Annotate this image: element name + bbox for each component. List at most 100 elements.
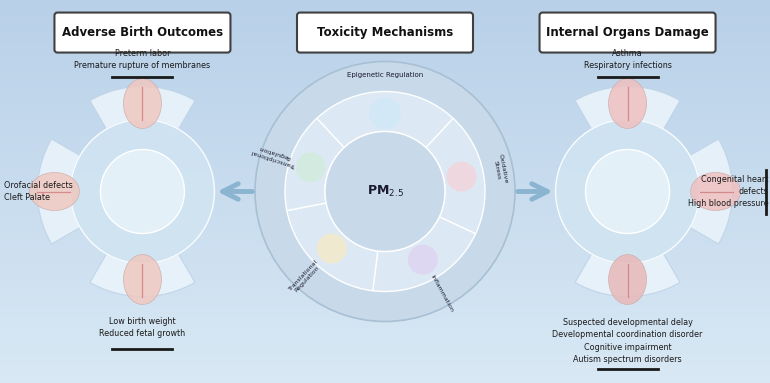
Text: Oxidative
Stress: Oxidative Stress [492,153,508,185]
Bar [0,245,770,247]
Bar [0,278,770,280]
Bar [0,161,770,163]
Bar [0,349,770,350]
Bar [0,350,770,352]
Bar [0,54,770,56]
Bar [0,180,770,182]
Ellipse shape [369,98,401,129]
Bar [0,327,770,329]
Ellipse shape [123,254,162,304]
Text: Congenital heart
defects
High blood pressure: Congenital heart defects High blood pres… [688,175,768,208]
Bar [0,345,770,347]
Bar [0,155,770,157]
Bar [0,209,770,211]
Bar [0,94,770,96]
Bar [0,136,770,138]
Bar [0,109,770,111]
Bar [0,274,770,276]
Bar [0,157,770,159]
Bar [0,236,770,237]
Bar [0,322,770,324]
Bar [0,82,770,84]
Bar [0,33,770,34]
Bar [0,193,770,195]
Bar [0,255,770,257]
Bar [0,27,770,29]
Bar [0,347,770,349]
Bar [0,90,770,92]
Bar [0,73,770,75]
Bar [0,257,770,259]
Bar [0,186,770,188]
Bar [0,264,770,266]
Bar [0,167,770,169]
Bar [0,280,770,282]
Text: Toxicity Mechanisms: Toxicity Mechanisms [317,26,453,39]
Bar [0,220,770,222]
Bar [0,314,770,316]
Circle shape [555,119,700,264]
Text: Preterm labor
Premature rupture of membranes: Preterm labor Premature rupture of membr… [75,49,210,70]
Bar [0,174,770,176]
Ellipse shape [316,234,346,264]
Text: Low birth weight
Reduced fetal growth: Low birth weight Reduced fetal growth [99,317,186,338]
Bar [0,128,770,130]
Bar [0,170,770,172]
Bar [0,153,770,155]
Bar [0,190,770,192]
Bar [0,165,770,167]
Bar [0,134,770,136]
Bar [0,203,770,205]
Bar [0,377,770,379]
Bar [0,370,770,372]
Bar [0,42,770,44]
Bar [0,308,770,310]
Bar [0,262,770,264]
Bar [0,178,770,180]
Bar [0,56,770,57]
Bar [0,21,770,23]
Bar [0,287,770,289]
Bar [0,115,770,117]
Text: Inflammation: Inflammation [430,274,454,313]
Bar [0,4,770,6]
Bar [0,61,770,63]
Bar [0,260,770,262]
Bar [0,163,770,165]
Bar [0,123,770,124]
Bar [0,79,770,80]
Bar [0,52,770,54]
Bar [0,84,770,86]
Bar [0,159,770,161]
Text: Internal Organs Damage: Internal Organs Damage [546,26,709,39]
Bar [0,71,770,73]
Bar [0,140,770,142]
Bar [0,295,770,297]
Bar [0,197,770,199]
Ellipse shape [608,79,647,129]
Circle shape [70,119,215,264]
FancyBboxPatch shape [55,13,230,52]
Bar [0,199,770,201]
Bar [0,46,770,48]
Text: Translational
Regulation: Translational Regulation [287,259,323,295]
Bar [0,36,770,38]
Bar [0,251,770,253]
Bar [0,368,770,370]
Circle shape [325,131,445,252]
Wedge shape [285,118,344,211]
Bar [0,333,770,335]
Bar [0,293,770,295]
Wedge shape [690,139,732,244]
Bar [0,360,770,362]
Ellipse shape [608,254,647,304]
Bar [0,23,770,25]
Bar [0,232,770,234]
Bar [0,216,770,218]
Bar [0,86,770,88]
Bar [0,207,770,209]
Bar [0,19,770,21]
Bar [0,289,770,291]
Wedge shape [373,217,476,291]
Bar [0,92,770,94]
